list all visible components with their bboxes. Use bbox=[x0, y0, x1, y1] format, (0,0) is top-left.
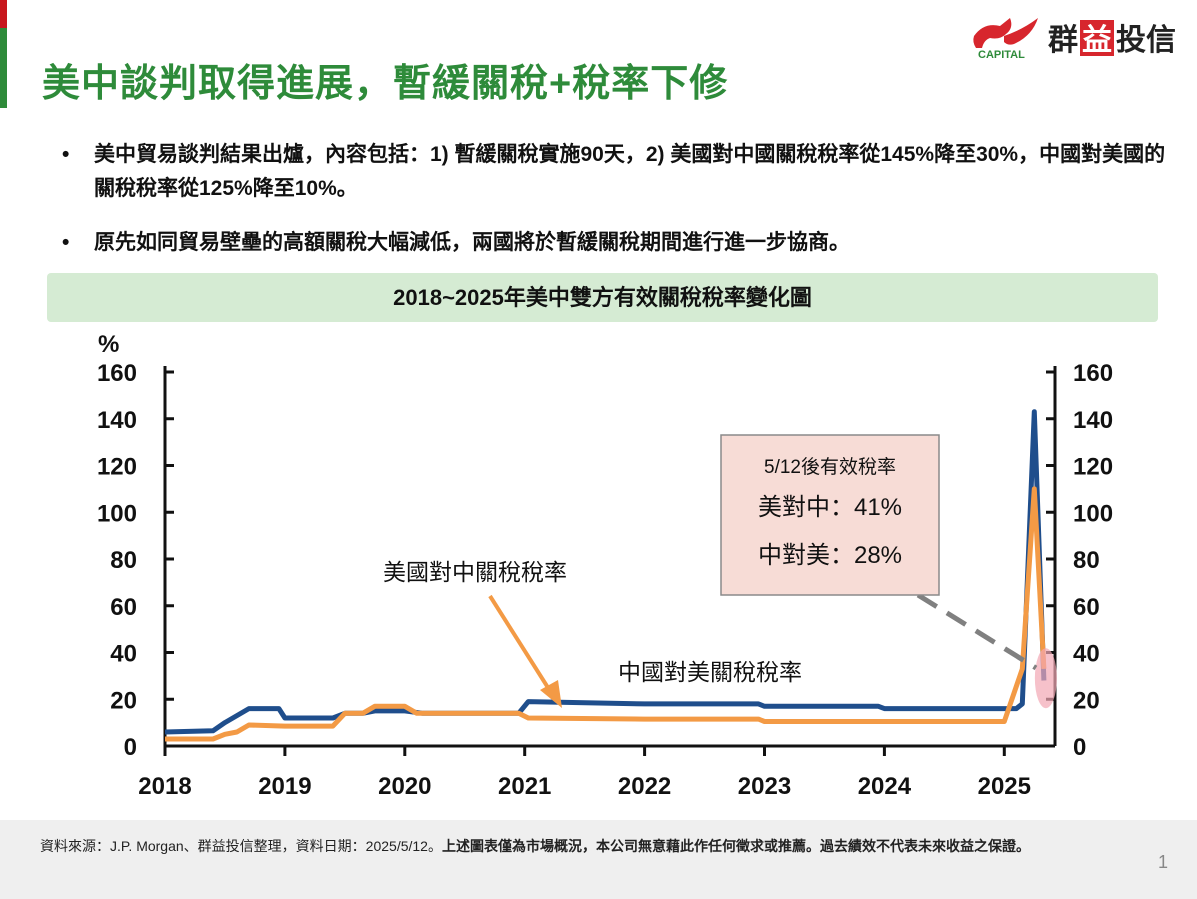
callout-title: 5/12後有效稅率 bbox=[764, 456, 896, 478]
bullet-text: 原先如同貿易壁壘的高額關稅大幅減低，兩國將於暫緩關稅期間進行進一步協商。 bbox=[94, 231, 850, 254]
y-tick-label-left: 40 bbox=[110, 641, 137, 668]
x-tick-label: 2019 bbox=[258, 773, 311, 800]
arrow-head-icon bbox=[540, 680, 562, 708]
us-series-label: 美國對中關稅稅率 bbox=[383, 559, 567, 585]
y-tick-label-right: 60 bbox=[1073, 594, 1100, 621]
callout-us-rate: 美對中：41% bbox=[758, 494, 902, 521]
y-tick-label-left: 160 bbox=[97, 360, 137, 387]
footer bbox=[0, 820, 1197, 899]
disclaimer-text: 上述圖表僅為市場概況，本公司無意藉此作任何徵求或推薦。過去績效不代表未來收益之保… bbox=[441, 838, 1030, 854]
accent-bar-red bbox=[0, 0, 7, 28]
y-tick-label-right: 0 bbox=[1073, 734, 1086, 761]
y-tick-label-right: 80 bbox=[1073, 547, 1100, 574]
x-tick-label: 2021 bbox=[498, 773, 551, 800]
accent-bar-green bbox=[0, 28, 7, 108]
y-tick-label-right: 140 bbox=[1073, 407, 1113, 434]
x-tick-label: 2022 bbox=[618, 773, 671, 800]
source-text: 資料來源：J.P. Morgan、群益投信整理，資料日期：2025/5/12。 bbox=[40, 838, 442, 854]
y-tick-label-left: 0 bbox=[124, 734, 137, 761]
x-tick-label: 2020 bbox=[378, 773, 431, 800]
latest-rate-highlight bbox=[1034, 648, 1057, 709]
x-tick-label: 2024 bbox=[858, 773, 912, 800]
us-label-arrow bbox=[488, 594, 554, 696]
bullet-marker: • bbox=[62, 231, 70, 254]
y-tick-label-right: 120 bbox=[1073, 454, 1113, 481]
china-on-us-line bbox=[165, 486, 1047, 742]
x-tick-label: 2023 bbox=[738, 773, 791, 800]
x-tick-label: 2018 bbox=[138, 773, 191, 800]
y-tick-label-left: 60 bbox=[110, 594, 137, 621]
x-tick-label: 2025 bbox=[978, 773, 1031, 800]
page-title: 美中談判取得進展，暫緩關稅+稅率下修 bbox=[42, 63, 729, 105]
chart-title: 2018~2025年美中雙方有效關稅稅率變化圖 bbox=[47, 273, 1158, 322]
y-tick-label-right: 100 bbox=[1073, 500, 1113, 527]
page-number: 1 bbox=[1158, 852, 1169, 872]
svg-text:益: 益 bbox=[1082, 23, 1112, 58]
y-tick-label-left: 140 bbox=[97, 407, 137, 434]
y-tick-label-left: 100 bbox=[97, 500, 137, 527]
cn-series-label: 中國對美關稅稅率 bbox=[618, 659, 802, 685]
callout-box bbox=[720, 434, 940, 596]
y-tick-label-left: 80 bbox=[110, 547, 137, 574]
footer-note: 資料來源：J.P. Morgan、群益投信整理，資料日期：2025/5/12。上… bbox=[40, 836, 1120, 856]
svg-text:CAPITAL: CAPITAL bbox=[978, 49, 1025, 61]
callout-cn-rate: 中對美：28% bbox=[758, 542, 902, 569]
y-tick-label-left: 120 bbox=[97, 454, 137, 481]
y-tick-label-left: 20 bbox=[110, 687, 137, 714]
y-tick-label-right: 20 bbox=[1073, 687, 1100, 714]
bullet-marker: • bbox=[62, 143, 70, 166]
svg-text:群: 群 bbox=[1048, 23, 1078, 58]
capital-logo: CAPITAL 群 益 投信 bbox=[973, 18, 1176, 61]
y-tick-label-right: 160 bbox=[1073, 360, 1113, 387]
y-axis-label: % bbox=[98, 331, 119, 358]
y-tick-label-right: 40 bbox=[1073, 641, 1100, 668]
bullet-item: • 原先如同貿易壁壘的高額關稅大幅減低，兩國將於暫緩關稅期間進行進一步協商。 bbox=[62, 226, 1172, 260]
bullet-item: • 美中貿易談判結果出爐，內容包括：1) 暫緩關稅實施90天，2) 美國對中國關… bbox=[62, 138, 1172, 208]
callout-leader-line bbox=[916, 592, 1038, 671]
svg-text:投信: 投信 bbox=[1116, 23, 1176, 58]
bullet-text: 美中貿易談判結果出爐，內容包括：1) 暫緩關稅實施90天，2) 美國對中國關稅稅… bbox=[94, 143, 1166, 200]
